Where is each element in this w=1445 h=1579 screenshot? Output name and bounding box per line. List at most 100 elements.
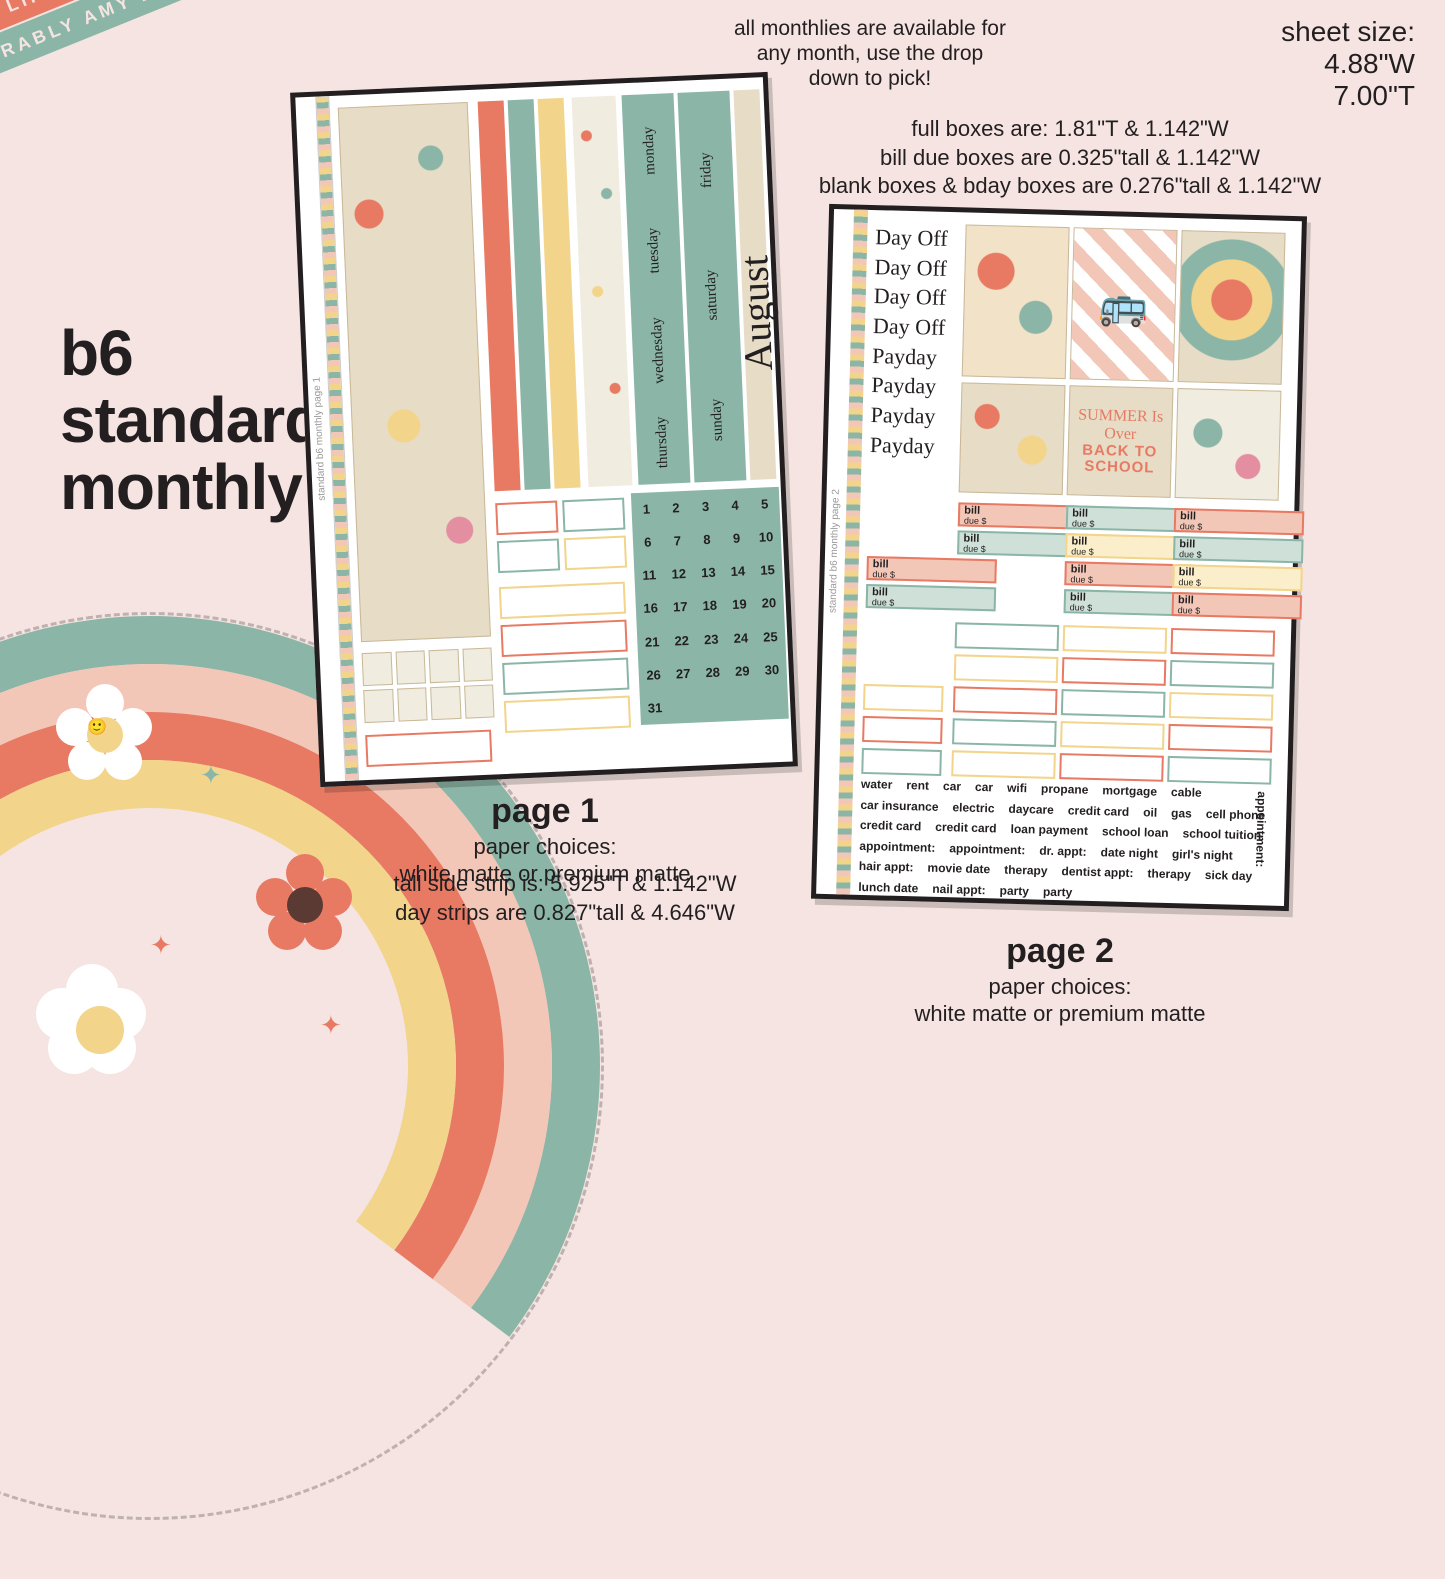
quarter-box	[562, 498, 625, 533]
script-word: Day Off	[874, 252, 955, 284]
half-box	[499, 582, 626, 619]
blank-box	[861, 748, 942, 776]
script-word: car	[975, 778, 994, 797]
script-word: nail appt:	[932, 880, 986, 900]
script-word: Day Off	[873, 311, 954, 343]
sparkle-icon: ✦	[200, 760, 222, 791]
strip-dimensions-note: tall side strip is: 5.925"T & 1.142"W da…	[355, 870, 775, 927]
script-word: Day Off	[873, 281, 954, 313]
bill-due-box: billdue $	[1173, 536, 1304, 563]
script-word: Payday	[870, 430, 951, 462]
blank-box	[1168, 724, 1273, 753]
script-word: electric	[952, 798, 995, 818]
product-title: b6 standard monthly	[60, 320, 322, 522]
day-label: friday	[698, 152, 717, 189]
day-label: wednesday	[649, 317, 669, 384]
deco-wide-strip	[338, 102, 491, 642]
half-box	[500, 620, 627, 657]
blank-box	[1063, 625, 1168, 654]
script-word: therapy	[1004, 861, 1048, 881]
dim-line: blank boxes & bday boxes are 0.276"tall …	[810, 172, 1330, 201]
script-word: party	[999, 882, 1029, 901]
script-word: hair appt:	[859, 857, 914, 877]
page1-name: page 1	[335, 790, 755, 833]
script-word: credit card	[1068, 801, 1130, 821]
blank-box	[951, 750, 1056, 779]
script-word: lunch date	[858, 878, 918, 898]
title-line: standard	[60, 387, 322, 454]
script-word: oil	[1143, 803, 1157, 822]
sheet-size-t: 7.00"T	[1281, 80, 1415, 112]
full-box-deco	[1175, 388, 1282, 501]
date-numbers-block: 1234567891011121314151617181920212223242…	[631, 487, 789, 725]
script-word: rent	[906, 776, 929, 795]
flower-icon	[40, 970, 160, 1090]
script-word: therapy	[1147, 865, 1191, 885]
script-word: daycare	[1008, 799, 1054, 819]
script-word: wifi	[1007, 779, 1027, 798]
half-box	[502, 658, 629, 695]
blank-box	[1171, 628, 1276, 657]
day-label: saturday	[703, 269, 722, 321]
script-word: car	[943, 777, 962, 796]
script-word: school tuition	[1182, 825, 1261, 846]
script-word: girl's night	[1172, 845, 1233, 865]
script-word: Payday	[870, 400, 951, 432]
mini-icon-stickers	[362, 647, 495, 723]
flower-icon: 🙂	[60, 690, 150, 780]
script-word: dentist appt:	[1061, 863, 1133, 883]
word-script-stickers: appointment: waterrentcarcarwifipropanem…	[858, 775, 1269, 894]
title-line: b6	[60, 320, 322, 387]
day-label: tuesday	[645, 227, 664, 274]
half-box	[365, 730, 492, 767]
script-word: appointment:	[949, 839, 1025, 860]
blank-box	[1062, 657, 1167, 686]
quarter-box	[495, 500, 558, 535]
bill-due-box: billdue $	[866, 584, 997, 611]
script-word: sick day	[1205, 866, 1253, 886]
script-word: party	[1043, 883, 1073, 902]
sparkle-icon: ✦	[320, 1010, 342, 1041]
script-word: credit card	[860, 816, 922, 836]
month-label: August	[730, 254, 782, 372]
sticker-sheet-page-2: standard b6 monthly page 2 Day OffDay Of…	[811, 204, 1307, 911]
sheet-size-label: sheet size: 4.88"W 7.00"T	[1281, 16, 1415, 113]
bill-due-box: billdue $	[1172, 564, 1303, 591]
paper-choices-label: paper choices:	[473, 834, 616, 859]
blank-box	[863, 684, 944, 712]
blank-box	[953, 686, 1058, 715]
half-box	[504, 696, 631, 733]
script-word: Day Off	[875, 222, 956, 254]
script-word: Payday	[872, 341, 953, 373]
script-word: loan payment	[1010, 820, 1088, 841]
script-word: movie date	[927, 859, 990, 879]
bill-due-box: billdue $	[1172, 592, 1303, 619]
quarter-box	[564, 536, 627, 571]
full-box-bus: 🚌	[1070, 227, 1178, 382]
script-word: appointment:	[1250, 791, 1271, 867]
script-word: car insurance	[860, 795, 939, 816]
dim-line: day strips are 0.827"tall & 4.646"W	[355, 899, 775, 928]
script-word: appointment:	[859, 837, 935, 858]
day-label: monday	[640, 126, 659, 175]
blank-box	[1169, 692, 1274, 721]
script-word: gas	[1171, 804, 1192, 823]
blank-box	[955, 622, 1060, 651]
full-box-rainbow	[1178, 230, 1286, 385]
day-label: sunday	[708, 398, 727, 441]
sheet-size-w: 4.88"W	[1281, 48, 1415, 80]
day-label: thursday	[653, 416, 672, 468]
back-to-school-text: BACK TO SCHOOL	[1068, 442, 1171, 478]
bill-due-box: billdue $	[866, 556, 997, 583]
script-word: cable	[1171, 783, 1202, 802]
sparkle-icon: ✦	[150, 930, 172, 961]
script-word: date night	[1100, 843, 1158, 863]
blank-box	[1167, 756, 1272, 785]
availability-note: all monthlies are available for any mont…	[730, 16, 1010, 92]
bill-due-box: billdue $	[1174, 508, 1305, 535]
script-word: propane	[1041, 780, 1089, 800]
box-dimensions-note: full boxes are: 1.81"T & 1.142"W bill du…	[810, 115, 1330, 201]
sheet-size-heading: sheet size:	[1281, 16, 1415, 48]
blank-box	[1059, 753, 1164, 782]
title-line: monthly	[60, 454, 322, 521]
